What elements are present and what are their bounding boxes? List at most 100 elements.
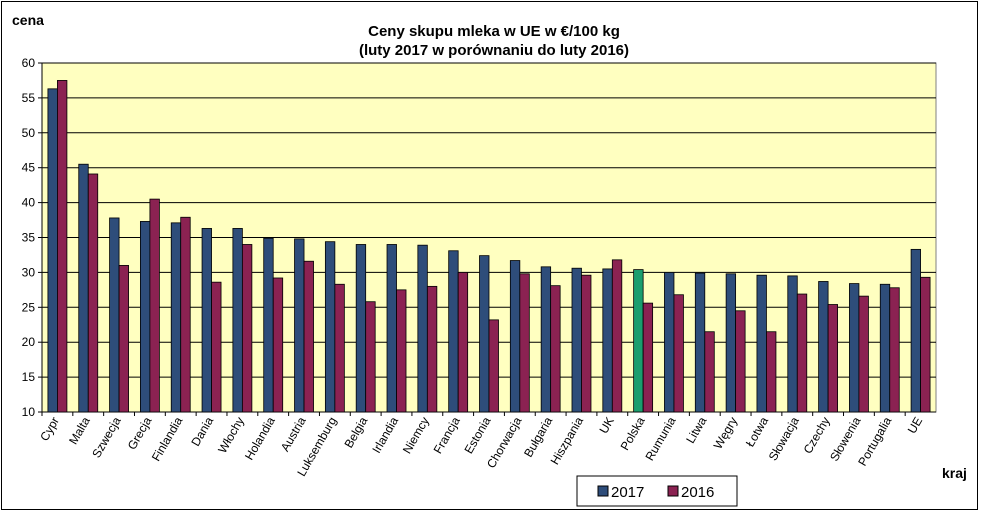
bar-2016 (827, 304, 839, 413)
bar-2016 (57, 80, 68, 413)
bar-2016 (766, 331, 777, 413)
y-tick-label: 55 (22, 91, 36, 105)
x-tick-label: Włochy (215, 415, 247, 456)
bar-2017 (756, 274, 767, 413)
bar-2016 (211, 281, 222, 413)
chart-title: Ceny skupu mleka w UE w €/100 kg (368, 23, 620, 40)
y-axis-label: cena (12, 12, 44, 28)
legend-swatch-2016 (667, 485, 679, 497)
bar-2017 (139, 221, 151, 413)
bar-2016 (920, 276, 931, 413)
bar-2016 (550, 285, 561, 413)
x-tick-label: Słowacja (766, 414, 802, 463)
bar-2016 (396, 289, 407, 413)
bar-2016 (858, 295, 869, 413)
bar-2017 (602, 268, 613, 413)
x-tick-label: Malta (66, 414, 93, 447)
bar-2017 (201, 228, 212, 413)
bar-2017 (694, 272, 706, 413)
bar-2017 (448, 250, 459, 413)
bar-2016 (180, 216, 191, 413)
x-tick-label: Austria (278, 414, 309, 454)
x-tick-label: Rumunia (642, 414, 678, 463)
bar-2017 (509, 260, 521, 413)
bar-2016 (704, 331, 715, 413)
bar-2017 (725, 273, 737, 413)
y-tick-label: 30 (22, 265, 36, 279)
bar-2017 (294, 238, 305, 413)
bar-2016 (303, 260, 314, 413)
x-tick-label: Grecja (125, 414, 155, 452)
x-tick-label: Cypr (37, 415, 62, 444)
bar-2017 (479, 255, 490, 413)
x-tick-label: Łotwa (743, 414, 771, 449)
x-tick-label: UK (596, 415, 616, 436)
bar-2017 (633, 269, 644, 413)
chart-subtitle: (luty 2017 w porównaniu do luty 2016) (359, 42, 629, 59)
x-tick-label: Holandia (242, 414, 278, 462)
x-tick-label: Litwa (683, 414, 709, 446)
x-tick-label: Irlandia (369, 414, 401, 455)
bar-2016 (272, 277, 284, 413)
bar-2017 (78, 163, 89, 413)
y-tick-label: 25 (22, 300, 36, 314)
bar-2017 (910, 248, 921, 413)
bar-2016 (611, 259, 623, 413)
y-tick-label: 20 (22, 335, 36, 349)
bar-2017 (170, 222, 182, 413)
legend-label-2017: 2017 (611, 484, 644, 501)
legend: 2017 2016 (576, 475, 738, 507)
x-axis-label: kraj (942, 465, 967, 481)
bar-2016 (118, 265, 129, 413)
x-tick-label: Polska (618, 414, 648, 452)
y-tick-label: 15 (22, 370, 36, 384)
bar-2016 (87, 173, 99, 413)
bar-2017 (417, 244, 428, 413)
y-tick-label: 50 (22, 126, 36, 140)
x-tick-label: Czechy (801, 415, 833, 457)
y-tick-label: 35 (22, 231, 36, 245)
y-tick-label: 45 (22, 161, 36, 175)
bar-2017 (386, 244, 397, 413)
x-tick-label: Niemcy (400, 415, 432, 457)
bar-2016 (889, 287, 900, 413)
x-tick-label: Węgry (711, 415, 740, 452)
bar-2016 (581, 274, 592, 413)
x-tick-label: Szwecja (89, 414, 124, 460)
legend-swatch-2017 (597, 485, 609, 497)
bar-2016 (488, 319, 499, 413)
bar-2017 (232, 228, 243, 413)
bar-2017 (787, 275, 798, 413)
bar-2017 (664, 271, 675, 413)
bar-2016 (426, 285, 438, 413)
bar-2017 (324, 241, 336, 413)
x-tick-label: Estonia (461, 414, 493, 456)
bar-2017 (879, 283, 891, 413)
x-tick-label: Belgia (341, 414, 370, 450)
bar-2017 (540, 266, 552, 413)
bar-2016 (673, 294, 684, 413)
y-tick-label: 10 (22, 405, 36, 419)
y-tick-label: 40 (22, 196, 36, 210)
x-tick-label: Bułgaria (521, 414, 555, 459)
x-tick-label: Dania (188, 414, 216, 448)
x-tick-label: Francja (431, 414, 463, 456)
bar-2016 (457, 271, 469, 413)
bar-2016 (796, 293, 808, 413)
bar-2017 (263, 237, 274, 413)
bar-2016 (519, 273, 530, 413)
bar-2017 (571, 267, 582, 413)
bar-2017 (355, 244, 367, 413)
bar-2016 (241, 244, 253, 413)
bar-2016 (334, 283, 345, 413)
bar-2016 (365, 301, 376, 413)
bar-2017 (109, 217, 120, 413)
y-tick-label: 60 (22, 56, 36, 70)
bar-2016 (149, 198, 160, 413)
bar-2017 (849, 283, 860, 413)
legend-label-2016: 2016 (681, 484, 714, 501)
x-tick-label: UE (905, 415, 925, 436)
